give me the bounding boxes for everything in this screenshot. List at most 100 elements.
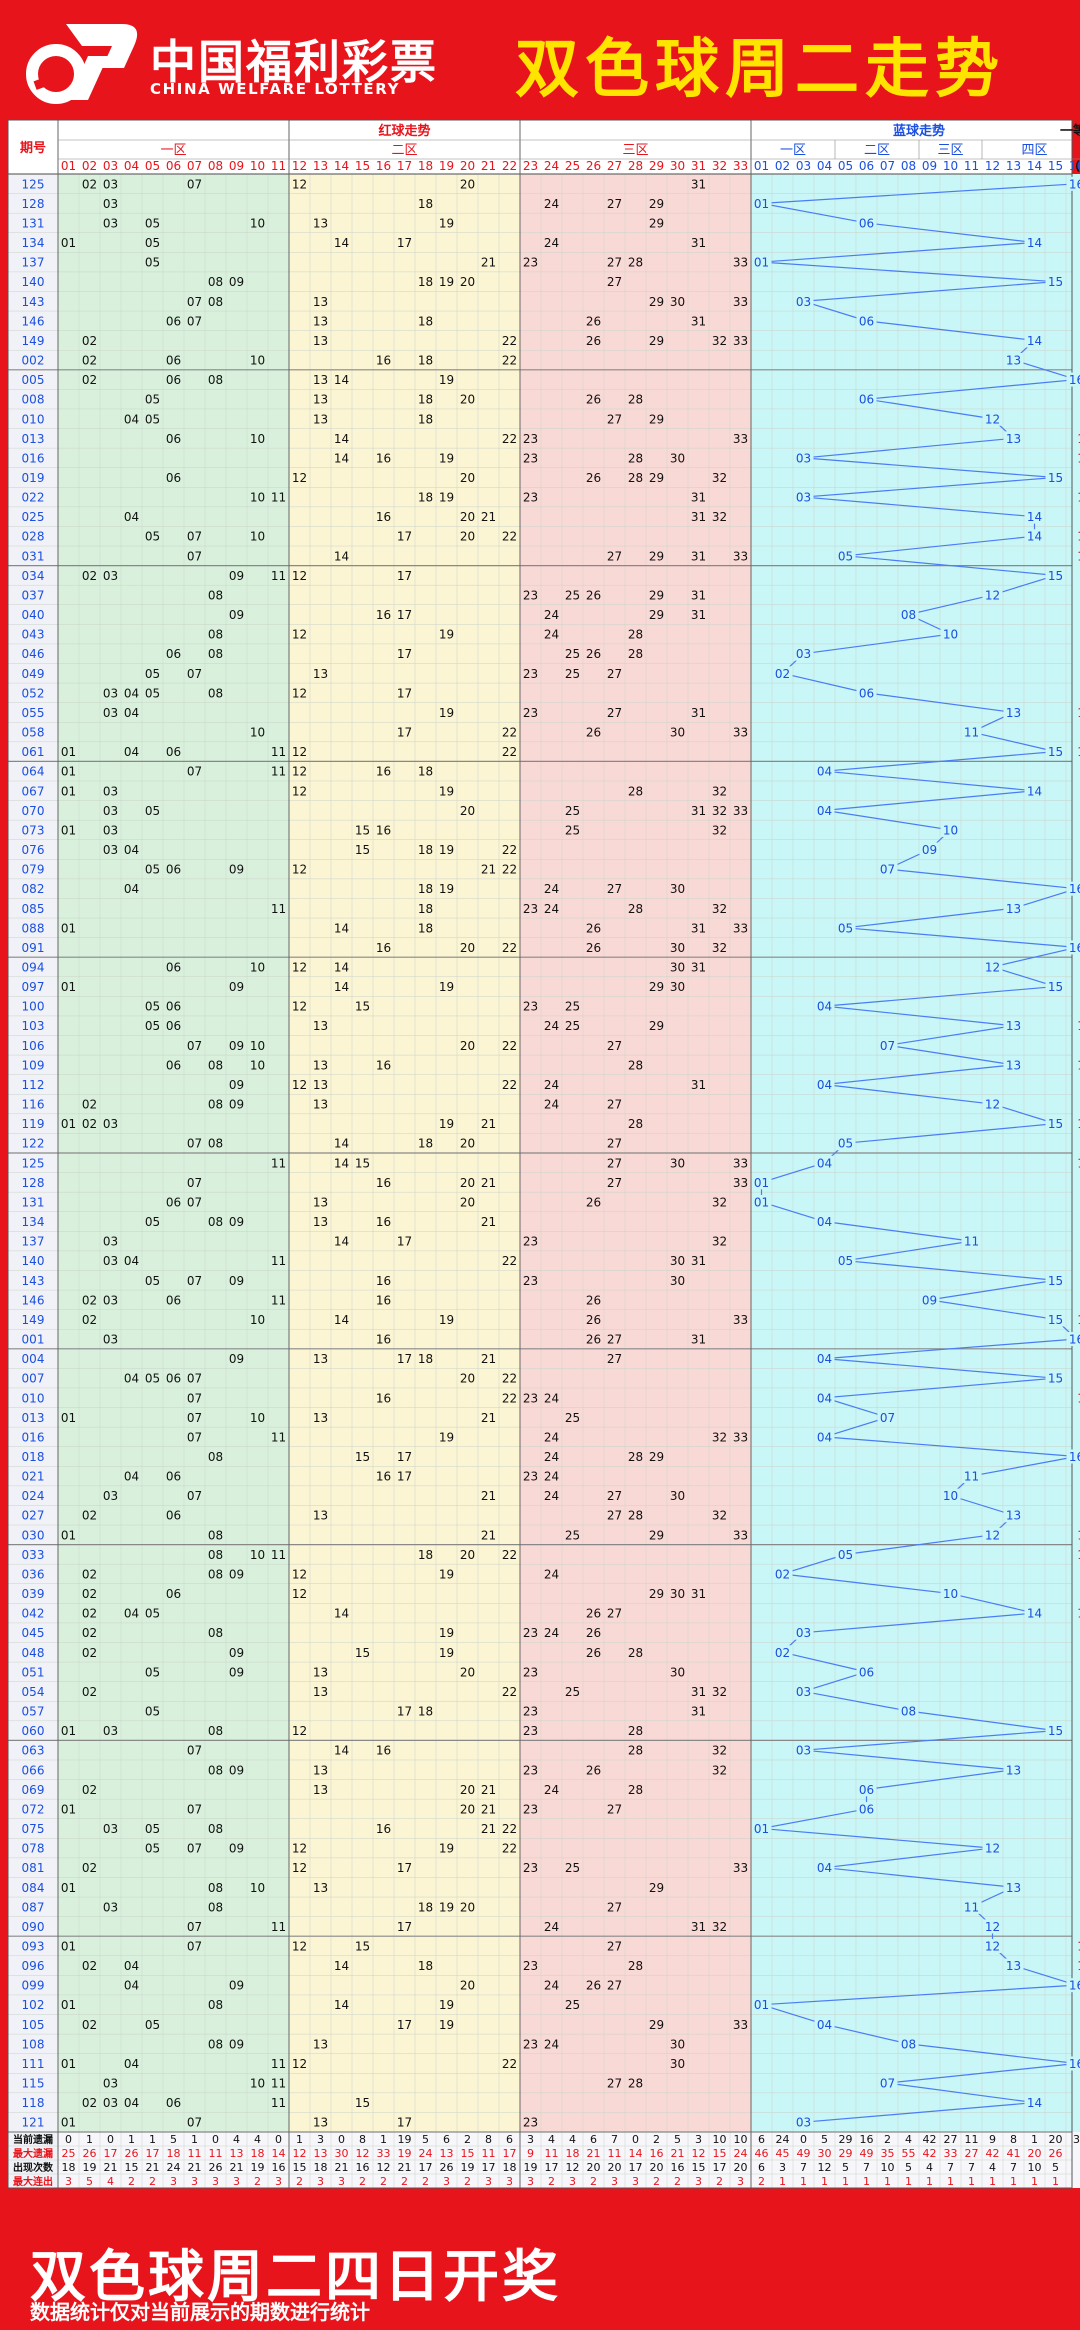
period-cell: 076	[22, 843, 45, 857]
blue-zone-header: 一区	[780, 143, 806, 158]
red-ball-mark: 22	[502, 2057, 517, 2071]
blue-ball-mark: 15	[1048, 1372, 1063, 1386]
red-ball-mark: 02	[82, 2096, 97, 2110]
blue-ball-bg	[1066, 1978, 1080, 1993]
red-ball-mark: 08	[208, 588, 223, 602]
period-cell: 131	[22, 216, 45, 230]
blue-number-header: 01	[754, 159, 769, 173]
period-cell: 036	[22, 1567, 45, 1581]
blue-ball-mark: 04	[817, 2018, 832, 2032]
red-ball-mark: 14	[334, 1137, 349, 1151]
red-ball-mark: 22	[502, 432, 517, 446]
red-ball-mark: 04	[124, 1979, 139, 1993]
red-ball-mark: 06	[166, 1195, 181, 1209]
period-cell: 112	[22, 1078, 45, 1092]
blue-ball-bg	[793, 2115, 814, 2130]
red-ball-mark: 22	[502, 354, 517, 368]
red-ball-mark: 04	[124, 706, 139, 720]
red-ball-mark: 24	[544, 1626, 559, 1640]
red-ball-mark: 19	[439, 882, 454, 896]
red-ball-mark: 28	[628, 1450, 643, 1464]
blue-ball-bg	[982, 587, 1003, 602]
period-cell: 088	[22, 921, 45, 935]
red-ball-mark: 01	[61, 765, 76, 779]
period-cell: 007	[22, 1372, 45, 1386]
stats-value: 2	[380, 2175, 387, 2188]
red-ball-mark: 13	[313, 1665, 328, 1679]
stats-value: 4	[926, 2161, 933, 2174]
period-cell: 046	[22, 647, 45, 661]
amount-unit-header: (万元)	[1075, 159, 1080, 173]
red-number-header: 14	[334, 159, 349, 173]
blue-ball-bg	[751, 1997, 772, 2012]
red-ball-mark: 20	[460, 1802, 475, 1816]
red-ball-mark: 15	[355, 2096, 370, 2110]
red-ball-mark: 06	[166, 1058, 181, 1072]
red-ball-mark: 29	[649, 471, 664, 485]
red-ball-mark: 16	[376, 354, 391, 368]
red-ball-mark: 33	[733, 432, 748, 446]
red-ball-mark: 16	[376, 608, 391, 622]
blue-ball-bg	[1003, 1057, 1024, 1072]
red-ball-mark: 24	[544, 1450, 559, 1464]
red-ball-mark: 30	[670, 941, 685, 955]
red-number-header: 25	[565, 159, 580, 173]
red-ball-mark: 26	[586, 1333, 601, 1347]
blue-ball-mark: 03	[796, 2116, 811, 2130]
red-ball-mark: 02	[82, 1567, 97, 1581]
red-ball-mark: 19	[439, 275, 454, 289]
blue-ball-bg	[1066, 2056, 1080, 2071]
red-ball-mark: 33	[733, 1430, 748, 1444]
red-ball-mark: 05	[145, 2018, 160, 2032]
red-ball-mark: 09	[229, 1039, 244, 1053]
period-cell: 111	[22, 2057, 45, 2071]
blue-zone-header: 三区	[937, 143, 963, 158]
red-ball-mark: 18	[418, 843, 433, 857]
red-ball-mark: 17	[397, 569, 412, 583]
period-cell: 027	[22, 1509, 45, 1523]
red-ball-mark: 33	[733, 334, 748, 348]
stats-value: 3	[443, 2175, 450, 2188]
red-ball-mark: 26	[586, 1607, 601, 1621]
red-ball-mark: 02	[82, 1646, 97, 1660]
period-cell: 064	[22, 765, 45, 779]
red-ball-mark: 13	[313, 1098, 328, 1112]
stats-value: 5	[86, 2175, 93, 2188]
stats-value: 3	[569, 2175, 576, 2188]
red-ball-mark: 20	[460, 177, 475, 191]
period-cell: 134	[22, 236, 45, 250]
red-ball-mark: 05	[145, 667, 160, 681]
red-ball-mark: 32	[712, 941, 727, 955]
red-ball-mark: 32	[712, 804, 727, 818]
red-ball-mark: 29	[649, 608, 664, 622]
red-ball-mark: 14	[334, 1156, 349, 1170]
red-ball-mark: 21	[481, 1176, 496, 1190]
blue-ball-bg	[814, 1214, 835, 1229]
red-number-header: 01	[61, 159, 76, 173]
red-ball-mark: 33	[733, 726, 748, 740]
red-ball-mark: 03	[103, 1293, 118, 1307]
stats-value: 29	[839, 2147, 853, 2160]
period-cell: 125	[22, 1156, 45, 1170]
red-ball-mark: 25	[565, 1998, 580, 2012]
blue-ball-bg	[1003, 353, 1024, 368]
red-ball-mark: 15	[355, 1450, 370, 1464]
red-ball-mark: 16	[376, 1058, 391, 1072]
red-ball-mark: 03	[103, 1724, 118, 1738]
red-ball-mark: 07	[187, 1744, 202, 1758]
blue-ball-mark: 01	[754, 1176, 769, 1190]
blue-ball-bg	[856, 313, 877, 328]
red-ball-mark: 16	[376, 1333, 391, 1347]
red-ball-mark: 02	[82, 1626, 97, 1640]
red-ball-mark: 33	[733, 1176, 748, 1190]
red-ball-mark: 22	[502, 1078, 517, 1092]
red-ball-mark: 16	[376, 451, 391, 465]
stats-value: 26	[1049, 2147, 1063, 2160]
red-ball-mark: 09	[229, 1979, 244, 1993]
red-ball-mark: 13	[313, 2116, 328, 2130]
header-banner: 中国福利彩票 CHINA WELFARE LOTTERY 双色球周二走势	[0, 0, 1080, 120]
period-cell: 149	[22, 334, 45, 348]
period-cell: 040	[22, 608, 45, 622]
